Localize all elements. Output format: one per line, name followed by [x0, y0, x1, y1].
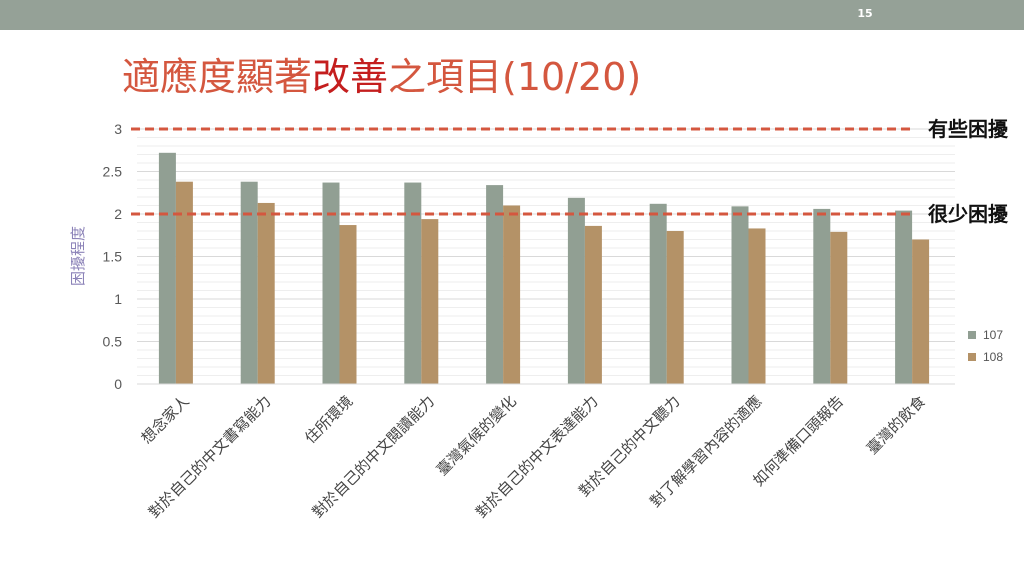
- x-tick-label: 想念家人: [138, 392, 193, 447]
- bar-108: [830, 231, 848, 384]
- bar-107: [240, 181, 258, 384]
- x-tick-label: 如何準備口頭報告: [750, 392, 848, 490]
- bar-108: [257, 202, 275, 384]
- reference-line-label: 有些困擾: [928, 117, 1009, 141]
- slide-title: 適應度顯著改善之項目(10/20): [122, 46, 641, 101]
- reference-line-label: 很少困擾: [928, 202, 1009, 226]
- y-tick-label: 0: [114, 376, 122, 392]
- bar-107: [813, 208, 831, 384]
- y-tick-label: 2.5: [103, 164, 123, 180]
- x-tick-label: 臺灣的飲食: [863, 392, 929, 458]
- bar-107: [567, 197, 585, 384]
- bar-108: [666, 231, 684, 384]
- title-part1: 適應度顯著: [122, 55, 313, 99]
- bar-108: [421, 219, 439, 384]
- y-tick-label: 1.5: [103, 249, 123, 265]
- title-highlight: 改善: [312, 55, 389, 99]
- x-tick-label: 住所環境: [301, 392, 356, 447]
- bar-108: [584, 225, 602, 384]
- y-axis-label: 困擾程度: [69, 226, 87, 286]
- bar-107: [158, 152, 176, 384]
- bar-107: [649, 203, 667, 384]
- bar-108: [339, 225, 357, 384]
- bar-108: [503, 205, 521, 384]
- y-tick-label: 2: [114, 206, 122, 222]
- legend-item: 108: [968, 346, 1003, 368]
- page-number: 15: [857, 7, 873, 20]
- legend-item: 107: [968, 324, 1003, 346]
- y-tick-label: 1: [114, 291, 122, 307]
- chart-legend: 107 108: [968, 324, 1003, 368]
- legend-label: 107: [983, 328, 1004, 342]
- x-tick-label: 臺灣氣候的變化: [433, 392, 520, 479]
- bar-108: [175, 181, 193, 384]
- y-tick-label: 3: [114, 121, 122, 137]
- legend-swatch: [968, 353, 976, 361]
- legend-swatch: [968, 331, 976, 339]
- legend-label: 108: [983, 350, 1004, 364]
- title-part2: 之項目(10/20): [388, 55, 642, 99]
- bar-107: [322, 182, 340, 384]
- bar-107: [404, 182, 422, 384]
- bar-108: [912, 239, 930, 384]
- bar-107: [731, 206, 749, 384]
- bar-107: [486, 185, 504, 384]
- y-tick-label: 0.5: [103, 334, 123, 350]
- bar-108: [748, 228, 766, 384]
- top-bar: [0, 0, 1024, 30]
- bar-107: [895, 210, 913, 384]
